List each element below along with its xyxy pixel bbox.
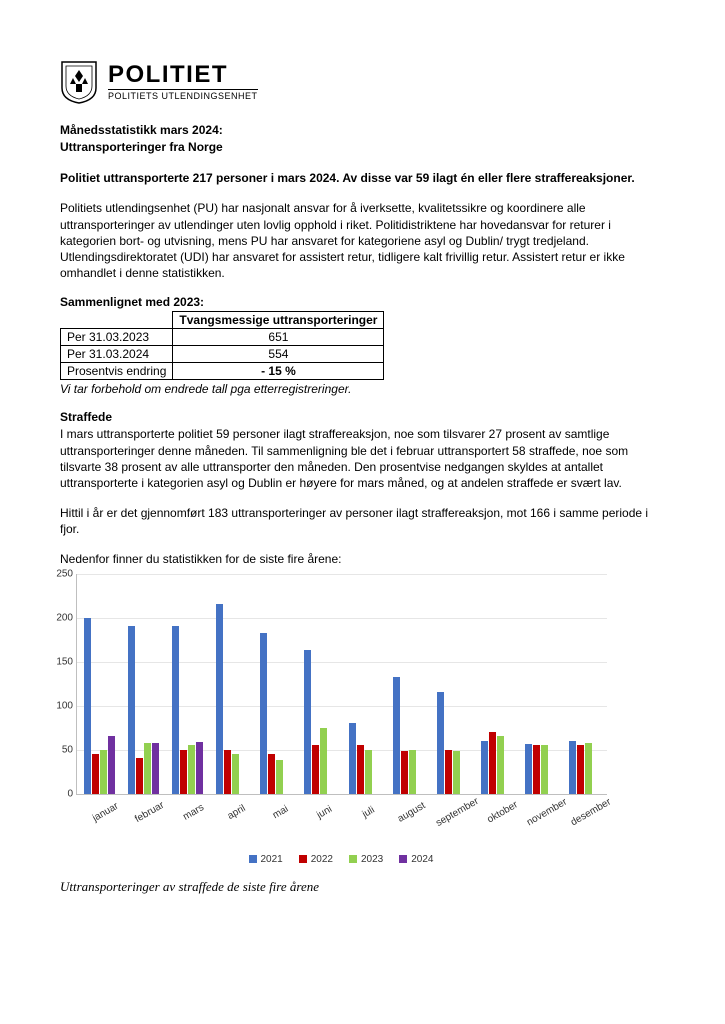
bar	[304, 650, 311, 793]
bar	[445, 750, 452, 794]
y-axis-label: 50	[45, 744, 73, 755]
table-row: Per 31.03.2024 554	[61, 346, 384, 363]
legend-label: 2022	[311, 854, 333, 865]
bar	[357, 745, 364, 793]
bar	[481, 741, 488, 794]
title-line-2: Uttransporteringer fra Norge	[60, 139, 665, 156]
bar	[585, 743, 592, 794]
bar	[100, 750, 107, 794]
chart-container: 050100150200250 januarfebruarmarsaprilma…	[76, 574, 665, 865]
straffede-p1: I mars uttransporterte politiet 59 perso…	[60, 426, 665, 491]
bar	[437, 692, 444, 793]
title-line-1: Månedsstatistikk mars 2024:	[60, 122, 665, 139]
bar	[172, 626, 179, 793]
logo-main-text: POLITIET	[108, 63, 258, 87]
month-group	[77, 574, 121, 794]
legend-label: 2024	[411, 854, 433, 865]
straffede-p3: Nedenfor finner du statistikken for de s…	[60, 551, 665, 567]
straffede-p2: Hittil i år er det gjennomført 183 uttra…	[60, 505, 665, 537]
month-group	[165, 574, 209, 794]
y-axis-label: 250	[45, 568, 73, 579]
bar	[365, 750, 372, 794]
legend-label: 2023	[361, 854, 383, 865]
bar	[196, 742, 203, 794]
bar	[84, 618, 91, 794]
bar	[232, 754, 239, 794]
bar	[144, 743, 151, 794]
chart-x-labels: januarfebruarmarsaprilmaijunijuliaugusts…	[76, 799, 606, 820]
bar	[92, 754, 99, 794]
bar	[497, 736, 504, 793]
bar	[533, 745, 540, 793]
month-group	[430, 574, 474, 794]
month-group	[475, 574, 519, 794]
bar	[349, 723, 356, 793]
legend-swatch	[349, 855, 357, 863]
bar	[577, 745, 584, 793]
bar	[401, 751, 408, 793]
logo: POLITIET POLITIETS UTLENDINGSENHET	[60, 60, 665, 104]
month-group	[342, 574, 386, 794]
page-title: Månedsstatistikk mars 2024: Uttransporte…	[60, 122, 665, 156]
chart-legend: 2021 2022 2023 2024	[76, 854, 606, 865]
bar	[136, 758, 143, 793]
politiet-emblem-icon	[60, 60, 98, 104]
bar	[276, 760, 283, 793]
bar	[312, 745, 319, 793]
intro-summary: Politiet uttransporterte 217 personer i …	[60, 170, 665, 187]
month-group	[298, 574, 342, 794]
bar	[320, 728, 327, 794]
legend-label: 2021	[261, 854, 283, 865]
comparison-note: Vi tar forbehold om endrede tall pga ett…	[60, 382, 665, 396]
bar	[108, 736, 115, 794]
comparison-col-header: Tvangsmessige uttransporteringer	[173, 312, 384, 329]
bar	[128, 626, 135, 793]
bar	[188, 745, 195, 793]
legend-item: 2022	[299, 854, 333, 865]
y-axis-label: 0	[45, 788, 73, 799]
bar	[268, 754, 275, 794]
chart-caption: Uttransporteringer av straffede de siste…	[60, 879, 665, 895]
straffede-heading: Straffede	[60, 410, 665, 424]
bar	[152, 743, 159, 794]
legend-item: 2024	[399, 854, 433, 865]
bar	[393, 677, 400, 794]
bar	[453, 751, 460, 793]
month-group	[121, 574, 165, 794]
table-row: Prosentvis endring - 15 %	[61, 363, 384, 380]
comparison-table: Tvangsmessige uttransporteringer Per 31.…	[60, 311, 384, 380]
bar	[525, 744, 532, 793]
legend-item: 2023	[349, 854, 383, 865]
bar	[180, 750, 187, 794]
bar	[409, 750, 416, 794]
legend-swatch	[249, 855, 257, 863]
table-row: Per 31.03.2023 651	[61, 329, 384, 346]
bar	[569, 741, 576, 794]
month-group	[386, 574, 430, 794]
bar	[260, 633, 267, 793]
y-axis-label: 200	[45, 612, 73, 623]
bar	[541, 745, 548, 793]
month-group	[563, 574, 607, 794]
paragraph-responsibility: Politiets utlendingsenhet (PU) har nasjo…	[60, 200, 665, 281]
y-axis-label: 100	[45, 700, 73, 711]
bar-chart: 050100150200250	[76, 574, 607, 795]
month-group	[519, 574, 563, 794]
bar	[224, 750, 231, 794]
logo-sub-text: POLITIETS UTLENDINGSENHET	[108, 89, 258, 101]
bar	[489, 732, 496, 794]
legend-item: 2021	[249, 854, 283, 865]
month-group	[254, 574, 298, 794]
y-axis-label: 150	[45, 656, 73, 667]
month-group	[210, 574, 254, 794]
bar	[216, 604, 223, 793]
comparison-heading: Sammenlignet med 2023:	[60, 295, 665, 309]
legend-swatch	[399, 855, 407, 863]
legend-swatch	[299, 855, 307, 863]
